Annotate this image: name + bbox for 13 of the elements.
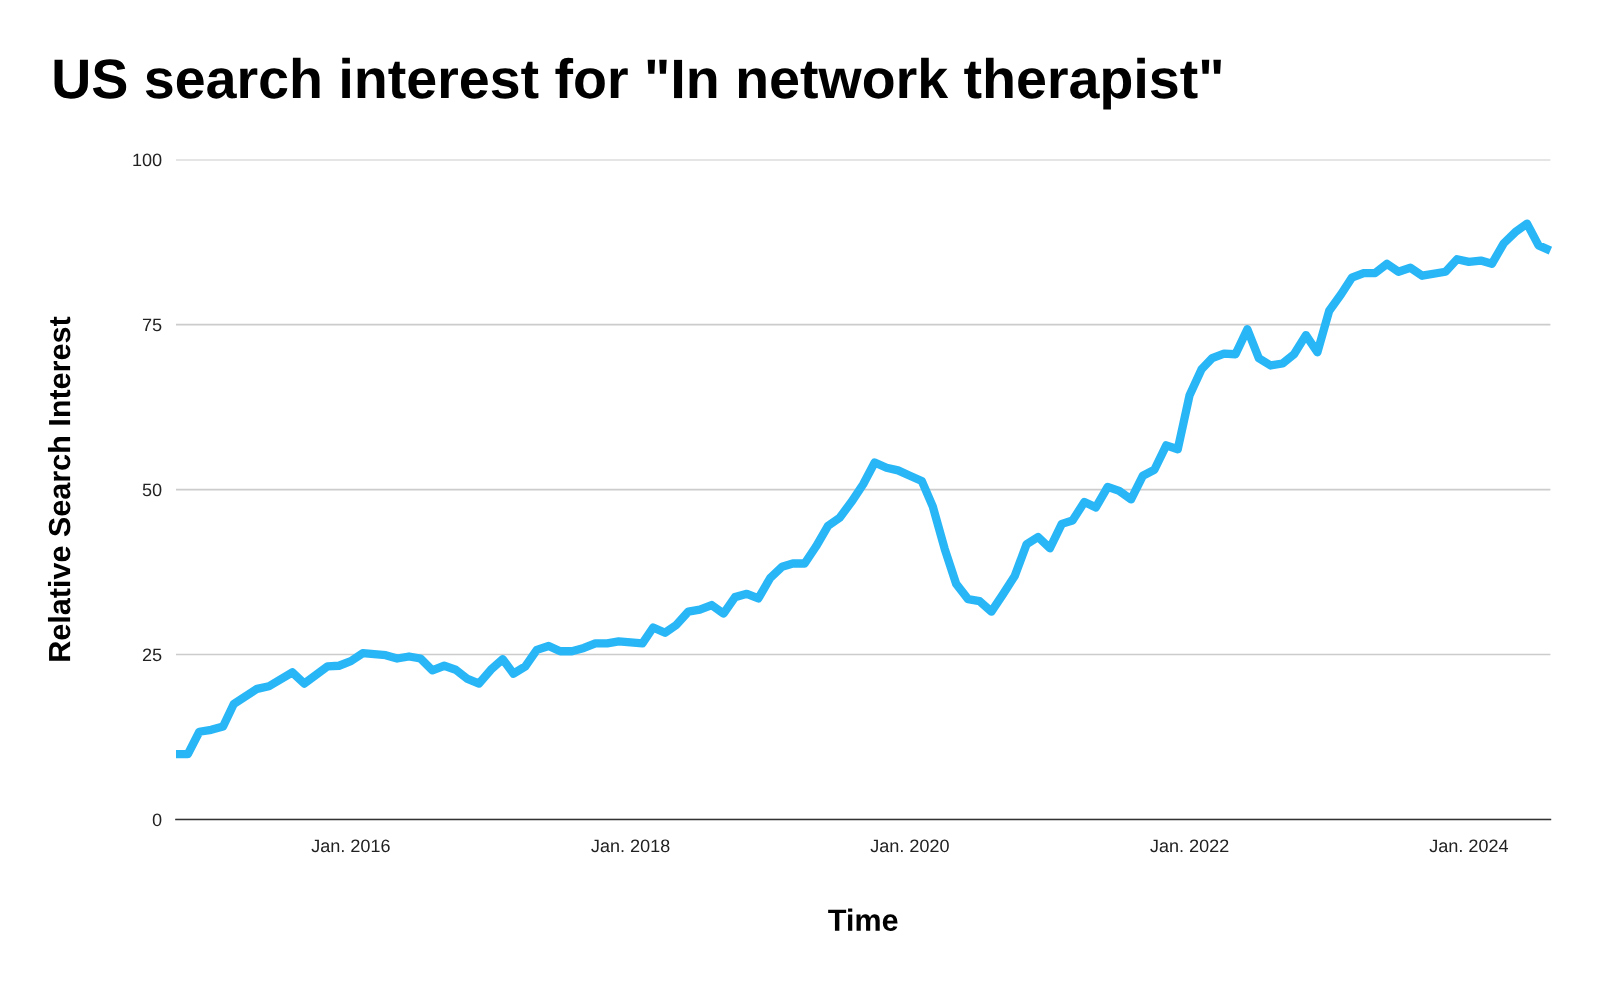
y-tick-label: 75	[142, 318, 162, 332]
y-tick-label: 50	[142, 483, 162, 497]
x-axis-title: Time	[828, 908, 898, 932]
x-tick-label: Jan. 2020	[870, 839, 949, 853]
y-tick-label: 25	[142, 648, 162, 662]
y-axis-title: Relative Search Interest	[47, 316, 71, 661]
x-tick-label: Jan. 2024	[1429, 839, 1509, 853]
x-tick-label: Jan. 2022	[1150, 839, 1229, 853]
y-tick-label: 100	[133, 153, 162, 167]
x-tick-label: Jan. 2018	[591, 839, 670, 853]
x-tick-label: Jan. 2016	[311, 839, 390, 853]
chart-title: US search interest for "In network therapist"	[54, 57, 1221, 110]
y-tick-label: 0	[152, 813, 162, 827]
